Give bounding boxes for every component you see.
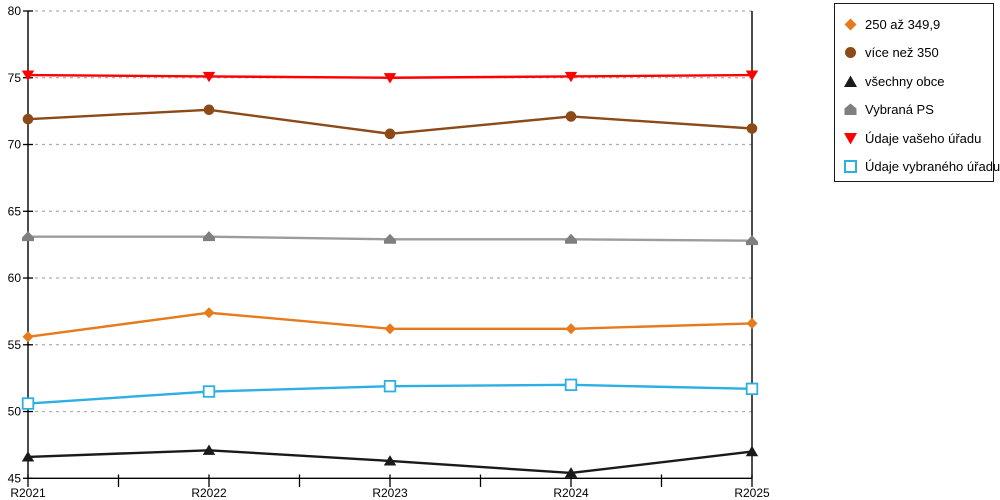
- data-point-triangle-up: [21, 451, 35, 462]
- data-point-triangle-up: [202, 444, 216, 455]
- data-point-circle: [203, 104, 215, 116]
- data-point-triangle-down: [564, 71, 578, 83]
- legend-item-label: Údaje vašeho úřadu: [865, 130, 982, 146]
- y-tick-label: 55: [8, 338, 22, 352]
- data-point-pentagon: [203, 231, 215, 242]
- y-tick-label: 75: [8, 71, 22, 85]
- data-point-square-open: [383, 379, 397, 393]
- data-point-diamond: [565, 323, 577, 335]
- data-point-triangle-up: [383, 455, 397, 466]
- legend-item-4: Údaje vašeho úřadu: [835, 124, 993, 153]
- data-point-pentagon: [384, 233, 396, 244]
- data-point-pentagon: [746, 235, 758, 246]
- legend-item-5: Údaje vybraného úřadu: [835, 153, 1000, 182]
- legend-marker-square-open: [844, 160, 857, 174]
- data-point-triangle-down: [202, 71, 216, 83]
- legend-marker-shape: [844, 75, 857, 87]
- x-tick-label: R2021: [10, 486, 46, 500]
- legend-marker-triangle-up: [844, 75, 857, 87]
- y-tick-label: 70: [8, 138, 22, 152]
- legend-marker-shape: [844, 132, 857, 145]
- data-point-pentagon: [565, 233, 577, 244]
- legend-item-0: 250 až 349,9: [835, 10, 993, 39]
- data-point-triangle-down: [21, 70, 35, 81]
- data-point-triangle-up: [745, 445, 759, 457]
- legend-marker-pentagon: [844, 103, 857, 116]
- data-point-diamond: [384, 323, 396, 335]
- data-point-circle: [384, 128, 396, 140]
- legend-item-label: více než 350: [865, 45, 939, 61]
- x-tick-label: R2022: [191, 486, 227, 500]
- y-tick-label: 65: [8, 204, 22, 218]
- legend-item-label: Údaje vybraného úřadu: [865, 159, 1000, 175]
- legend-marker-circle: [845, 47, 856, 59]
- legend-item-3: Vybraná PS: [835, 96, 993, 125]
- x-tick-label: R2024: [553, 486, 589, 500]
- legend-item-2: všechny obce: [835, 67, 993, 96]
- data-point-circle: [565, 111, 577, 122]
- legend-marker-triangle-down: [844, 132, 857, 145]
- legend-item-label: Vybraná PS: [865, 102, 934, 118]
- chart-legend: 250 až 349,9 více než 350 všechny obce Vybr…: [834, 3, 1000, 182]
- legend-marker-shape: [845, 47, 856, 59]
- legend-marker-shape: [844, 18, 857, 31]
- legend-item-label: 250 až 349,9: [865, 16, 941, 32]
- y-tick-label: 60: [8, 271, 22, 285]
- legend-marker-shape: [844, 160, 857, 174]
- data-point-square-open: [564, 378, 578, 392]
- y-tick-label: 50: [8, 405, 22, 419]
- legend-item-1: více než 350: [835, 39, 993, 68]
- legend-item-label: všechny obce: [865, 73, 945, 89]
- data-point-pentagon: [22, 231, 34, 242]
- data-point-triangle-up: [564, 467, 578, 478]
- data-point-circle: [22, 113, 34, 125]
- x-tick-label: R2023: [372, 486, 408, 500]
- data-point-triangle-down: [745, 70, 759, 81]
- data-point-diamond: [22, 331, 34, 343]
- data-point-square-open: [745, 382, 759, 396]
- y-tick-label: 45: [8, 471, 22, 485]
- data-point-triangle-down: [383, 73, 397, 84]
- legend-marker-shape: [844, 103, 857, 116]
- data-point-diamond: [746, 317, 758, 329]
- data-point-circle: [746, 123, 758, 134]
- legend-marker-diamond: [844, 18, 857, 31]
- data-point-diamond: [203, 307, 215, 319]
- y-tick-label: 80: [8, 4, 22, 18]
- data-point-square-open: [21, 397, 35, 410]
- data-point-square-open: [202, 385, 216, 398]
- x-tick-label: R2025: [734, 486, 770, 500]
